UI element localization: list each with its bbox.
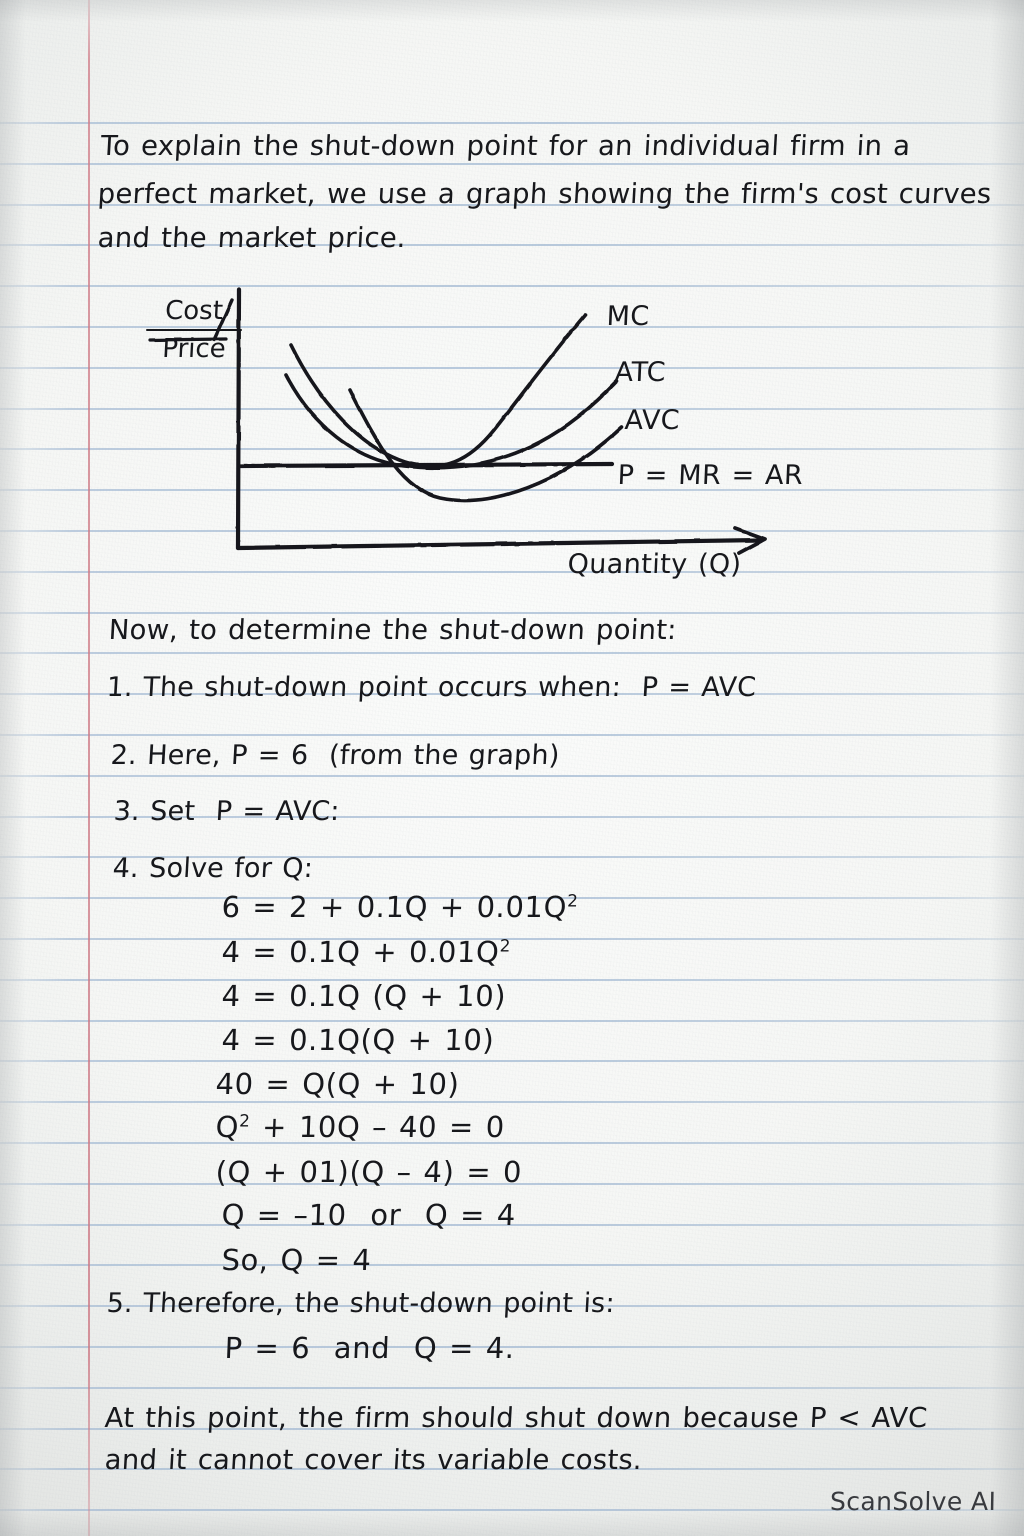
algebra-line-9-lhs: So, Q = 4 bbox=[220, 1243, 373, 1277]
rule-line bbox=[0, 1346, 1024, 1348]
algebra-line-6-lhs: Q bbox=[214, 1110, 240, 1144]
step-1-number: 1. bbox=[105, 672, 134, 703]
watermark: ScanSolve AI bbox=[829, 1487, 997, 1516]
step-4: 4. Solve for Q: bbox=[111, 853, 314, 884]
step-2: 2. Here, P = 6 (from the graph) bbox=[109, 740, 561, 771]
rule-line bbox=[0, 1019, 1024, 1022]
rule-line bbox=[0, 734, 1024, 736]
algebra-line-5: 40 = Q(Q + 10) bbox=[214, 1067, 461, 1101]
step-5-number: 5. bbox=[105, 1288, 134, 1319]
step-3: 3. Set P = AVC: bbox=[112, 796, 341, 827]
algebra-line-1-exponent: 2 bbox=[566, 890, 579, 911]
rule-line bbox=[0, 570, 1024, 573]
y-axis-label-numerator: Cost bbox=[164, 296, 224, 326]
rule-line bbox=[0, 1468, 1024, 1471]
rule-line bbox=[0, 652, 1024, 655]
algebra-line-8: Q = –10 or Q = 4 bbox=[220, 1198, 517, 1232]
rule-line bbox=[0, 162, 1024, 165]
x-axis-label: Quantity (Q) bbox=[566, 549, 743, 580]
algebra-line-3: 4 = 0.1Q (Q + 10) bbox=[220, 979, 507, 1013]
algebra-line-2-lhs: 4 = 0.1Q + 0.01Q bbox=[220, 935, 501, 969]
rule-line bbox=[0, 978, 1024, 981]
step-3-text: Set P = AVC: bbox=[149, 796, 341, 827]
rule-line bbox=[0, 285, 1024, 288]
rule-line bbox=[0, 693, 1024, 696]
rule-line bbox=[0, 611, 1024, 614]
price-line-label: P = MR = AR bbox=[616, 460, 804, 491]
rule-line bbox=[0, 1101, 1024, 1104]
algebra-line-7: (Q + 01)(Q – 4) = 0 bbox=[214, 1155, 523, 1189]
rule-line bbox=[0, 1223, 1024, 1226]
step-4-text: Solve for Q: bbox=[148, 853, 314, 884]
rule-line bbox=[0, 774, 1024, 777]
step-1-text: The shut-down point occurs when: P = AVC bbox=[142, 672, 757, 703]
rule-line bbox=[0, 856, 1024, 859]
y-axis-label: Cost Price bbox=[146, 296, 242, 364]
intro-line-2: perfect market, we use a graph showing t… bbox=[96, 178, 993, 210]
algebra-line-6: Q2 + 10Q – 40 = 0 bbox=[214, 1110, 506, 1144]
rule-line bbox=[0, 1386, 1024, 1389]
step-5: 5. Therefore, the shut-down point is: bbox=[105, 1288, 616, 1319]
step-2-text: Here, P = 6 (from the graph) bbox=[146, 740, 561, 771]
intro-line-3: and the market price. bbox=[96, 222, 407, 254]
rule-line bbox=[0, 530, 1024, 532]
conclusion-line-1: At this point, the firm should shut down… bbox=[103, 1402, 929, 1434]
algebra-line-2-exponent: 2 bbox=[499, 935, 512, 956]
algebra-line-1: 6 = 2 + 0.1Q + 0.01Q2 bbox=[220, 890, 579, 924]
y-axis-label-denominator: Price bbox=[161, 334, 227, 365]
algebra-line-2: 4 = 0.1Q + 0.01Q2 bbox=[220, 935, 512, 969]
step-5-text: Therefore, the shut-down point is: bbox=[142, 1288, 616, 1319]
rule-line bbox=[0, 1142, 1024, 1144]
rule-line bbox=[0, 122, 1024, 124]
avc-label: AVC bbox=[623, 405, 681, 436]
rule-line bbox=[0, 1264, 1024, 1267]
steps-intro: Now, to determine the shut-down point: bbox=[107, 614, 678, 646]
rule-line bbox=[0, 1060, 1024, 1063]
step-2-number: 2. bbox=[109, 740, 138, 771]
rule-line bbox=[0, 897, 1024, 900]
rule-line bbox=[0, 1182, 1024, 1185]
step-5-answer: P = 6 and Q = 4. bbox=[223, 1331, 516, 1365]
conclusion-line-2: and it cannot cover its variable costs. bbox=[103, 1444, 643, 1476]
rule-line bbox=[0, 938, 1024, 940]
rule-line bbox=[0, 815, 1024, 818]
algebra-line-4: 4 = 0.1Q(Q + 10) bbox=[220, 1023, 496, 1057]
atc-label: ATC bbox=[613, 357, 667, 388]
margin-line bbox=[88, 0, 90, 1536]
algebra-line-8-lhs: Q = –10 or Q = 4 bbox=[220, 1198, 517, 1232]
step-4-number: 4. bbox=[111, 853, 140, 884]
intro-line-1: To explain the shut-down point for an in… bbox=[99, 130, 912, 162]
rule-line bbox=[0, 1509, 1024, 1512]
rule-line bbox=[0, 244, 1024, 247]
step-3-number: 3. bbox=[112, 796, 141, 827]
rule-line bbox=[0, 203, 1024, 206]
algebra-line-4-lhs: 4 = 0.1Q(Q + 10) bbox=[220, 1023, 496, 1057]
algebra-line-6-exponent: 2 bbox=[238, 1110, 251, 1131]
algebra-line-9: So, Q = 4 bbox=[220, 1243, 373, 1277]
algebra-line-6-rest: + 10Q – 40 = 0 bbox=[249, 1110, 506, 1144]
algebra-line-3-lhs: 4 = 0.1Q (Q + 10) bbox=[220, 979, 507, 1013]
rule-line bbox=[0, 1305, 1024, 1308]
algebra-line-7-lhs: (Q + 01)(Q – 4) = 0 bbox=[214, 1155, 523, 1189]
fraction-bar bbox=[146, 329, 242, 332]
step-1: 1. The shut-down point occurs when: P = … bbox=[105, 672, 757, 703]
mc-label: MC bbox=[605, 301, 651, 332]
rule-line bbox=[0, 1427, 1024, 1430]
algebra-line-1-lhs: 6 = 2 + 0.1Q + 0.01Q bbox=[220, 890, 568, 924]
algebra-line-5-lhs: 40 = Q(Q + 10) bbox=[214, 1067, 461, 1101]
